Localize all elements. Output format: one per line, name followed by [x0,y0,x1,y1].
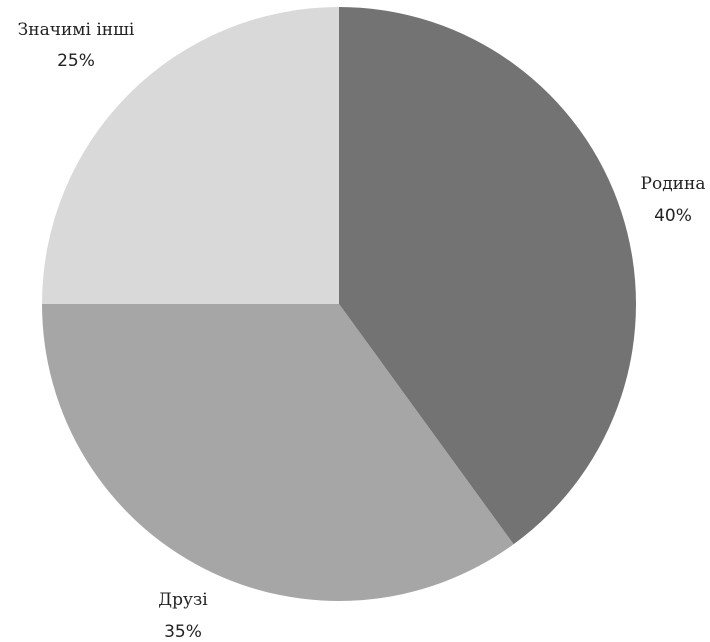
pie-slice-1 [339,7,636,545]
slice-category-label: Родина [641,174,706,194]
pie-slice-3 [42,7,339,304]
slice-value-label: 35% [164,622,202,642]
slice-category-label: Значимі інші [18,20,135,40]
pie-slice-2 [42,304,514,601]
slice-value-label: 40% [654,206,692,226]
slice-value-label: 25% [57,51,95,71]
pie-slices [42,7,636,601]
slice-category-label: Друзі [158,590,208,610]
slice-labels: Родина 40% Друзі 35% Значимі інші 25% [18,20,706,642]
